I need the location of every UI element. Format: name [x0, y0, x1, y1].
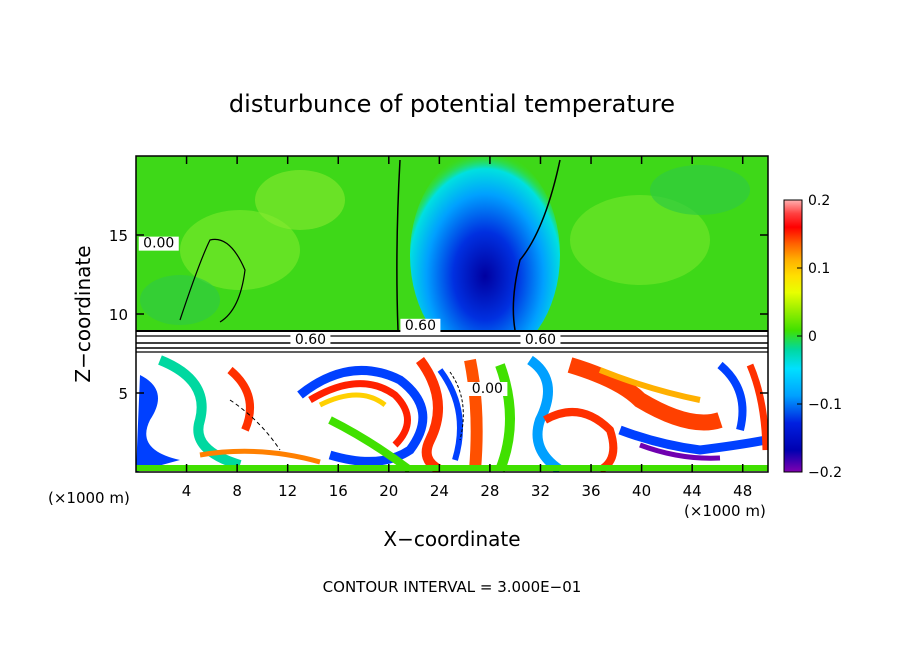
contour-line: [396, 159, 401, 331]
convective-filament: [717, 361, 747, 431]
x-tick-label: 8: [232, 482, 242, 500]
contour-line: [229, 399, 281, 451]
contour-label: 0.60: [405, 318, 436, 334]
contour-label: 0.00: [143, 236, 174, 252]
convective-filament: [746, 363, 768, 451]
x-tick-label: 4: [182, 482, 192, 500]
upper-patch: [180, 210, 300, 290]
contour-line: [179, 238, 246, 323]
convective-filament: [328, 416, 413, 472]
colorbar-ticks: 0.2 0.1 0 −0.1 −0.2: [797, 193, 842, 481]
y-tick-label: 5: [118, 385, 128, 403]
x-tick-label: 16: [329, 482, 348, 500]
convective-filament: [639, 442, 721, 461]
colorbar-tick-label: −0.1: [808, 397, 842, 413]
plot-area: [136, 156, 768, 472]
colorbar-tick-label: 0.1: [808, 261, 830, 277]
x-tick-label: 40: [632, 482, 651, 500]
convective-filament: [598, 367, 701, 403]
contour-label-bg: [520, 333, 561, 348]
y-axis: 5 10 15: [109, 227, 768, 403]
convective-filament: [567, 357, 723, 431]
convective-filament: [199, 448, 321, 465]
convective-filament: [227, 366, 254, 432]
upper-patch: [255, 170, 345, 230]
x-unit-left: (×1000 m): [48, 489, 130, 507]
contour-label-bg: [400, 318, 441, 333]
upper-patch: [650, 165, 750, 215]
contour-label-bg: [467, 382, 508, 396]
convective-filament: [464, 358, 483, 471]
y-tick-label: 15: [109, 227, 128, 245]
x-tick-label: 36: [581, 482, 600, 500]
convective-filament: [136, 375, 180, 472]
upper-patch: [570, 195, 710, 285]
cold-plume: [410, 156, 560, 360]
contour-label: 0.60: [295, 332, 326, 348]
colorbar-tick-label: 0.2: [808, 193, 830, 209]
x-tick-label: 12: [278, 482, 297, 500]
contour-label: 0.00: [472, 381, 503, 397]
x-tick-label: 24: [430, 482, 449, 500]
x-tick-label: 44: [683, 482, 702, 500]
convective-filament: [308, 380, 411, 448]
x-tick-label: 20: [379, 482, 398, 500]
convective-filament: [297, 365, 428, 466]
y-tick-label: 10: [109, 306, 128, 324]
y-axis-label: Z−coordinate: [71, 245, 95, 382]
convective-filament: [543, 408, 618, 472]
inversion-layer: [136, 330, 768, 354]
contour-label-bg: [290, 333, 331, 348]
x-tick-label: 28: [480, 482, 499, 500]
x-tick-label: 48: [733, 482, 752, 500]
contour-line: [512, 159, 561, 331]
x-axis-label: X−coordinate: [383, 527, 520, 551]
colorbar-tick-label: −0.2: [808, 465, 842, 481]
x-unit-right: (×1000 m): [684, 502, 766, 520]
convective-filament: [318, 392, 387, 408]
x-tick-label: 32: [531, 482, 550, 500]
convective-filament: [495, 363, 515, 472]
convective-filament: [618, 425, 767, 455]
convective-filament: [437, 368, 463, 461]
contour-label: 0.60: [525, 332, 556, 348]
chart-title: disturbunce of potential temperature: [229, 90, 675, 118]
upper-patch: [140, 275, 220, 325]
convective-filament: [526, 355, 563, 472]
colorbar-tick-label: 0: [808, 329, 817, 345]
contour-label-layer: 0.00 0.60 0.60 0.60 0.00: [138, 236, 561, 397]
contour-line: [449, 371, 464, 441]
convective-filament: [415, 357, 443, 472]
x-axis: 4 8 12 16 20 24 28 32 36 40 44 48: [182, 156, 752, 500]
contour-interval-note: CONTOUR INTERVAL = 3.000E−01: [323, 578, 582, 596]
contour-label-bg: [138, 236, 179, 251]
